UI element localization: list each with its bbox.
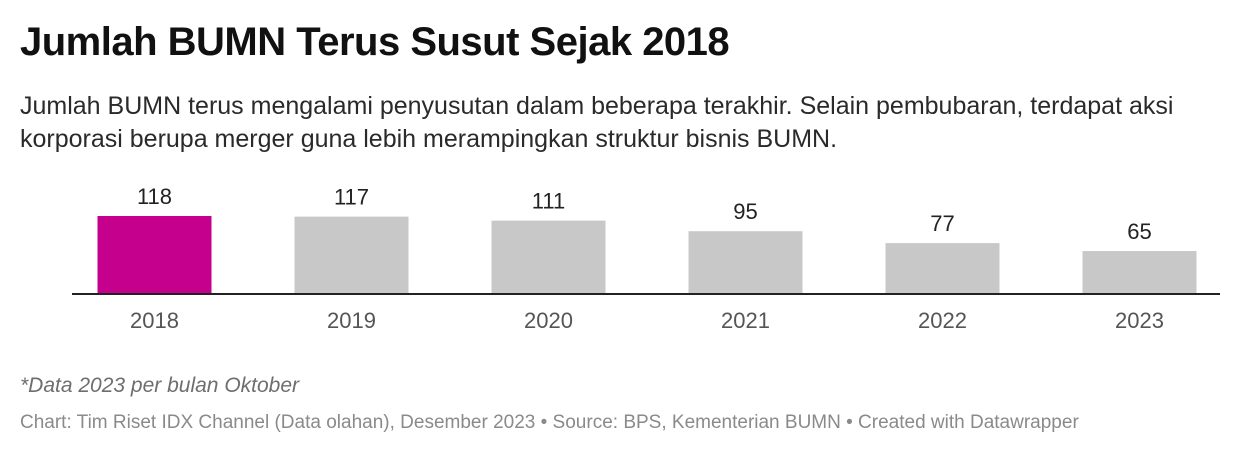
bar-chart: 118 2018 117 2019 111 2020 95 2021 77 2022 65 2023 [72,184,1220,333]
value-label-2020: 111 [532,189,565,214]
bar-2023 [1082,251,1197,294]
bars-group: 118 2018 117 2019 111 2020 95 2021 77 2022 65 2023 [97,184,1197,333]
bar-2022 [885,243,1000,294]
tick-label-2023: 2023 [1115,308,1164,333]
value-label-2023: 65 [1127,219,1151,244]
value-label-2021: 95 [733,199,757,224]
tick-label-2022: 2022 [918,308,967,333]
chart-title: Jumlah BUMN Terus Susut Sejak 2018 [20,20,730,64]
value-label-2018: 118 [137,184,172,209]
value-label-2022: 77 [930,211,954,236]
tick-label-2018: 2018 [130,308,179,333]
tick-label-2019: 2019 [327,308,376,333]
tick-label-2020: 2020 [524,308,573,333]
source-credit: Chart: Tim Riset IDX Channel (Data olaha… [20,412,1079,433]
tick-label-2021: 2021 [721,308,770,333]
bar-2018 [97,216,212,294]
bar-2020 [491,220,606,294]
data-note: *Data 2023 per bulan Oktober [20,374,300,397]
bar-2019 [294,216,409,294]
bar-2021 [688,231,803,294]
chart-subtitle: Jumlah BUMN terus mengalami penyusutan d… [20,92,1174,153]
value-label-2019: 117 [334,185,369,210]
